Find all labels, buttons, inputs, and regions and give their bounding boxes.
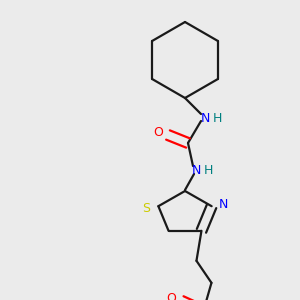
Text: S: S [142,202,150,215]
Text: H: H [203,164,213,176]
Text: N: N [191,164,201,176]
Text: O: O [153,125,163,139]
Text: N: N [200,112,210,124]
Text: H: H [212,112,222,124]
Text: O: O [167,292,176,300]
Text: N: N [219,198,228,211]
